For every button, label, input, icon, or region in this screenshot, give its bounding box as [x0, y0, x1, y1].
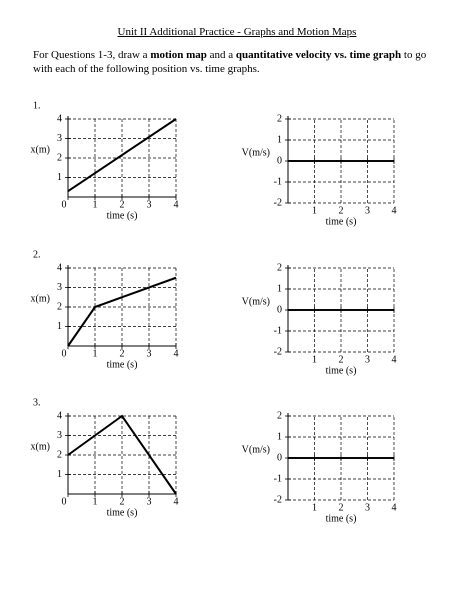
y-tick-label: 2 [277, 262, 282, 273]
y-tick-label: 3 [57, 430, 62, 441]
x-tick-label: 1 [93, 496, 98, 507]
instruction-text: to go with each of the following positio… [33, 49, 427, 75]
y-axis-label: x(m) [31, 144, 50, 155]
y-tick-label: -1 [274, 473, 282, 484]
y-tick-label: 0 [277, 304, 282, 315]
x-axis-label: time (s) [107, 507, 138, 518]
x-tick-label: 4 [392, 205, 397, 216]
y-tick-label: 2 [57, 301, 62, 312]
x-tick-label: 3 [365, 502, 370, 513]
y-axis-label: V(m/s) [242, 147, 270, 158]
x-tick-label: 2 [339, 502, 344, 513]
y-axis-label: x(m) [31, 441, 50, 452]
instructions: For Questions 1-3, draw a motion map and… [33, 48, 443, 76]
x-tick-label: 3 [147, 496, 152, 507]
x-axis-label: time (s) [326, 216, 357, 227]
x-tick-label: 1 [312, 502, 317, 513]
x-tick-label: 2 [120, 199, 125, 210]
question-number: 1. [33, 100, 41, 111]
y-tick-label: 2 [57, 449, 62, 460]
y-tick-label: 4 [57, 410, 62, 421]
x-tick-label: 4 [392, 502, 397, 513]
x-tick-label: 0 [62, 348, 67, 359]
y-tick-label: 1 [277, 134, 282, 145]
x-axis-label: time (s) [107, 359, 138, 370]
title: Unit II Additional Practice - Graphs and… [117, 26, 357, 38]
y-tick-label: -2 [274, 346, 282, 357]
y-tick-label: 1 [57, 469, 62, 480]
y-tick-label: -1 [274, 325, 282, 336]
x-tick-label: 1 [312, 354, 317, 365]
y-tick-label: 3 [57, 282, 62, 293]
x-tick-label: 0 [62, 496, 67, 507]
x-tick-label: 1 [93, 348, 98, 359]
x-tick-label: 3 [147, 348, 152, 359]
y-tick-label: 3 [57, 133, 62, 144]
x-tick-label: 2 [120, 348, 125, 359]
x-tick-label: 4 [174, 348, 179, 359]
y-tick-label: 1 [277, 283, 282, 294]
y-axis-label: V(m/s) [242, 296, 270, 307]
y-tick-label: 2 [57, 152, 62, 163]
y-tick-label: 2 [277, 410, 282, 421]
x-tick-label: 3 [365, 354, 370, 365]
x-tick-label: 3 [365, 205, 370, 216]
instruction-bold: quantitative velocity vs. time graph [235, 49, 402, 61]
position-line [67, 276, 177, 347]
y-tick-label: 1 [57, 321, 62, 332]
x-tick-label: 2 [120, 496, 125, 507]
instruction-text: For Questions 1-3, draw a [33, 49, 151, 61]
x-axis-label: time (s) [326, 513, 357, 524]
x-tick-label: 2 [339, 354, 344, 365]
question-number: 2. [33, 249, 41, 260]
y-tick-label: 1 [57, 172, 62, 183]
y-tick-label: 2 [277, 113, 282, 124]
y-tick-label: 4 [57, 262, 62, 273]
y-tick-label: -2 [274, 494, 282, 505]
y-tick-label: -1 [274, 176, 282, 187]
x-tick-label: 1 [93, 199, 98, 210]
position-line [67, 118, 177, 192]
instruction-text: and a [206, 49, 236, 61]
x-tick-label: 4 [174, 199, 179, 210]
instruction-bold: motion map [150, 49, 207, 61]
x-tick-label: 0 [62, 199, 67, 210]
question-number: 3. [33, 397, 41, 408]
x-tick-label: 3 [147, 199, 152, 210]
y-tick-label: 4 [57, 113, 62, 124]
x-tick-label: 4 [174, 496, 179, 507]
y-axis-label: x(m) [31, 293, 50, 304]
y-tick-label: 1 [277, 431, 282, 442]
x-tick-label: 2 [339, 205, 344, 216]
y-tick-label: -2 [274, 197, 282, 208]
x-tick-label: 4 [392, 354, 397, 365]
y-tick-label: 0 [277, 452, 282, 463]
y-axis-label: V(m/s) [242, 444, 270, 455]
position-line [67, 414, 177, 495]
x-axis-label: time (s) [326, 365, 357, 376]
y-tick-label: 0 [277, 155, 282, 166]
x-axis-label: time (s) [107, 210, 138, 221]
x-tick-label: 1 [312, 205, 317, 216]
